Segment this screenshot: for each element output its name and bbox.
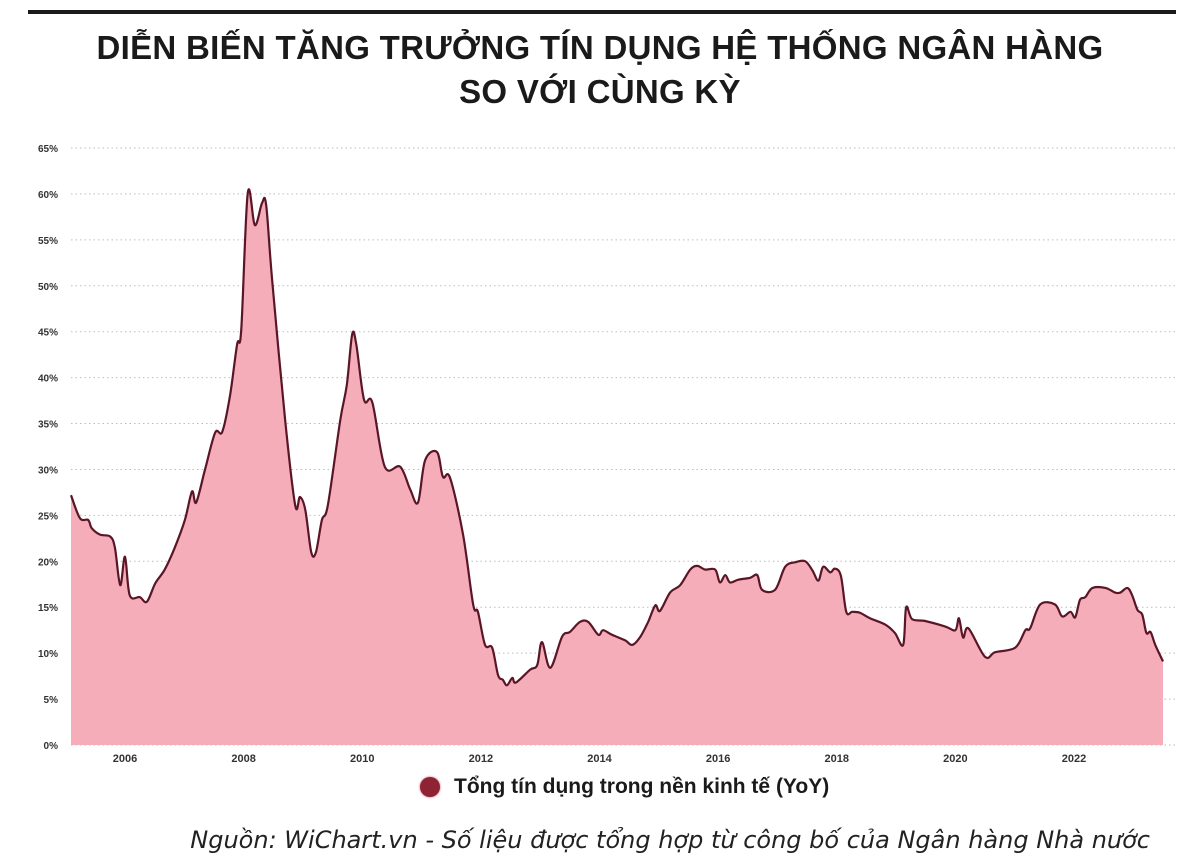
- y-tick-label: 65%: [38, 144, 58, 155]
- y-tick-label: 45%: [38, 328, 58, 339]
- chart-title: DIỄN BIẾN TĂNG TRƯỞNG TÍN DỤNG HỆ THỐNG …: [0, 26, 1200, 114]
- top-rule: [28, 10, 1176, 14]
- y-tick-label: 25%: [38, 511, 58, 522]
- x-axis-ticks: 2006 2008 2010 2012 2014 2016 2018 2020 2022: [113, 753, 1087, 765]
- y-tick-label: 60%: [38, 190, 58, 201]
- legend-label: Tổng tín dụng trong nền kinh tế (YoY): [454, 775, 830, 798]
- y-tick-label: 55%: [38, 236, 58, 247]
- legend: Tổng tín dụng trong nền kinh tế (YoY): [420, 772, 829, 802]
- x-tick-label: 2014: [587, 753, 612, 765]
- x-tick-label: 2018: [825, 753, 849, 765]
- legend-marker: [420, 777, 440, 797]
- x-tick-label: 2008: [231, 753, 255, 765]
- x-tick-label: 2010: [350, 753, 374, 765]
- x-tick-label: 2016: [706, 753, 730, 765]
- x-tick-label: 2012: [469, 753, 493, 765]
- x-tick-label: 2006: [113, 753, 137, 765]
- series-line: [69, 188, 1164, 687]
- title-line-2: SO VỚI CÙNG KỲ: [459, 73, 741, 110]
- y-tick-label: 30%: [38, 465, 58, 476]
- y-axis-ticks: 0% 5% 10% 15% 20% 25% 30% 35% 40% 45% 50% 55% 60% 65%: [38, 144, 58, 752]
- y-tick-label: 50%: [38, 282, 58, 293]
- y-tick-label: 10%: [38, 649, 58, 660]
- x-tick-label: 2022: [1062, 753, 1086, 765]
- y-tick-label: 15%: [38, 603, 58, 614]
- source-note: Nguồn: WiChart.vn - Số liệu được tổng hợ…: [190, 826, 1150, 854]
- y-tick-label: 35%: [38, 420, 58, 431]
- y-tick-label: 40%: [38, 374, 58, 385]
- y-tick-label: 20%: [38, 557, 58, 568]
- x-tick-label: 2020: [943, 753, 967, 765]
- title-line-1: DIỄN BIẾN TĂNG TRƯỞNG TÍN DỤNG HỆ THỐNG …: [96, 29, 1104, 66]
- y-tick-label: 5%: [44, 695, 59, 706]
- series-area: [71, 189, 1163, 745]
- y-tick-label: 0%: [44, 741, 59, 752]
